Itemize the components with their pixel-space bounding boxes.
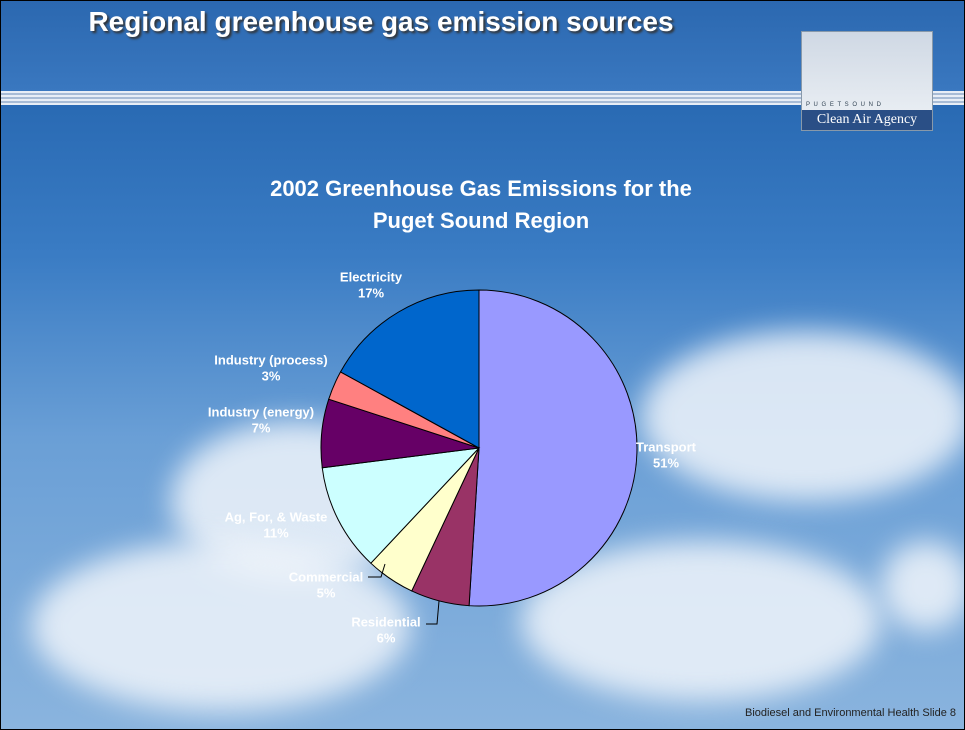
cloud xyxy=(641,331,964,501)
pie-slice xyxy=(321,447,481,564)
slice-value-label: 51% xyxy=(653,455,679,470)
slice-label: Industry (energy) xyxy=(208,404,314,419)
chart-title: 2002 Greenhouse Gas Emissions for the Pu… xyxy=(270,176,692,233)
cloud xyxy=(31,541,411,711)
slide-title: Regional greenhouse gas emission sources xyxy=(88,6,674,37)
slice-value-label: 7% xyxy=(252,420,271,435)
slice-value-label: 11% xyxy=(263,525,289,540)
slice-label: Industry (process) xyxy=(214,352,327,367)
cloud xyxy=(881,541,964,631)
slice-label: Ag, For, & Waste xyxy=(225,509,328,524)
slice-label: Commercial xyxy=(289,569,363,584)
footer: Biodiesel and Environmental Health Slide… xyxy=(745,707,956,719)
title-rule xyxy=(1,91,964,105)
pie-slice xyxy=(468,289,638,607)
slice-label: Residential xyxy=(351,614,420,629)
slice-value-label: 17% xyxy=(358,285,384,300)
logo-name: Clean Air Agency xyxy=(802,110,932,130)
slice-value-label: 3% xyxy=(262,368,281,383)
leader-line xyxy=(426,600,440,625)
slice-value-label: 6% xyxy=(377,630,396,645)
pie-slice xyxy=(339,289,480,449)
logo: P U G E T S O U N D Clean Air Agency xyxy=(801,31,933,131)
slice-label: Electricity xyxy=(340,269,403,284)
leader-line xyxy=(368,563,386,578)
slice-label: Transport xyxy=(636,439,697,454)
slice-value-label: 5% xyxy=(317,585,336,600)
logo-region: P U G E T S O U N D xyxy=(806,102,883,108)
